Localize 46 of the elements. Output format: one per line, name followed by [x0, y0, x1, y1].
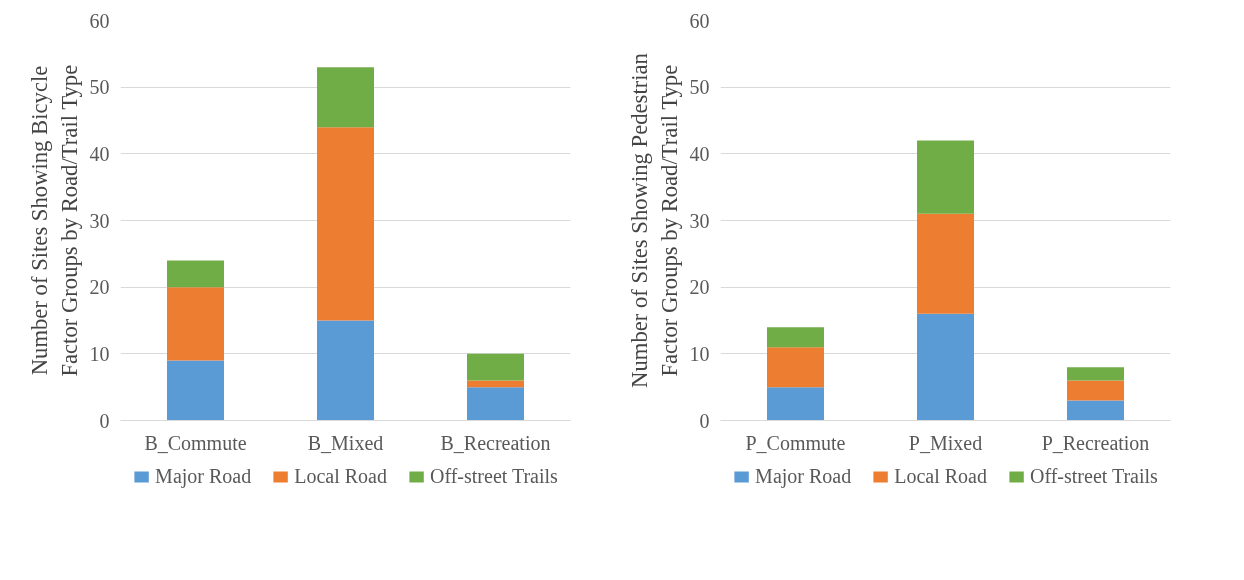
x-tick-label: P_Commute [745, 431, 846, 454]
y-tick-label: 40 [689, 142, 710, 165]
x-tick-label: B_Commute [144, 431, 247, 454]
y-tick-label: 50 [689, 76, 710, 99]
y-axis-title: Number of Sites Showing Bicycle Factor Groups by Road/Trail Type [26, 64, 82, 377]
bar [767, 327, 824, 348]
legend-label: Major Road [755, 464, 852, 488]
x-tick-label: P_Recreation [1041, 431, 1150, 454]
bar [167, 360, 224, 421]
y-tick-label: 30 [89, 209, 110, 232]
legend-label: Major Road [155, 464, 252, 488]
bar [1067, 400, 1124, 421]
bar [767, 387, 824, 421]
bar [167, 260, 224, 288]
legend-label: Off-street Trails [1029, 464, 1158, 488]
bar [317, 320, 374, 421]
y-tick-label: 10 [689, 342, 710, 365]
y-tick-label: 20 [89, 276, 110, 299]
x-tick-label: B_Mixed [307, 431, 384, 454]
x-tick-label: B_Recreation [440, 431, 551, 454]
bar [167, 287, 224, 361]
y-tick-label: 60 [89, 9, 110, 32]
y-tick-label: 50 [89, 76, 110, 99]
y-tick-label: 0 [699, 409, 710, 432]
legend-label: Local Road [294, 464, 387, 488]
bar [917, 313, 974, 421]
y-tick-label: 30 [689, 209, 710, 232]
x-tick-label: P_Mixed [908, 431, 983, 454]
y-tick-label: 20 [689, 276, 710, 299]
legend-label: Off-street Trails [429, 464, 558, 488]
bar [467, 353, 524, 381]
bar [467, 380, 524, 388]
legend-label: Local Road [894, 464, 987, 488]
y-axis-title: Number of Sites Showing Pedestrian Factor Groups by Road/Trail Type [626, 53, 682, 388]
y-tick-label: 10 [89, 342, 110, 365]
bar [917, 140, 974, 214]
bar [917, 213, 974, 314]
bar [1067, 380, 1124, 401]
y-tick-label: 40 [89, 142, 110, 165]
y-tick-label: 60 [689, 9, 710, 32]
bar [767, 347, 824, 388]
bar [1067, 367, 1124, 381]
bar [467, 387, 524, 421]
bar [317, 127, 374, 321]
bar [317, 67, 374, 128]
y-tick-label: 0 [99, 409, 110, 432]
